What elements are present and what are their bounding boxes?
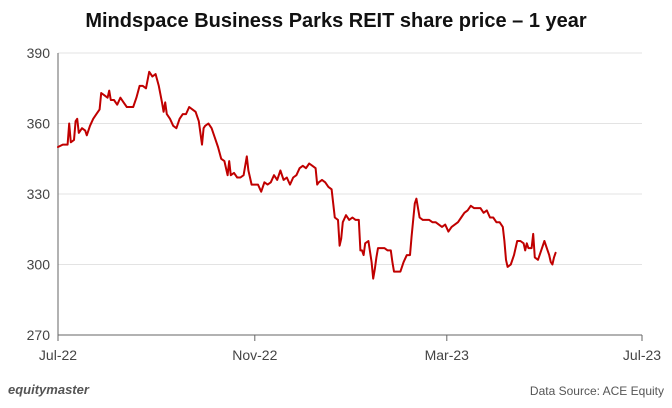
- brand-logo: equitymaster: [8, 382, 89, 397]
- y-tick-label: 390: [27, 45, 51, 61]
- series-line: [57, 70, 557, 280]
- x-tick-label: Mar-23: [425, 347, 470, 363]
- x-axis: Jul-22 Nov-22 Mar-23 Jul-23: [39, 334, 661, 363]
- chart-title: Mindspace Business Parks REIT share pric…: [85, 10, 587, 32]
- gridlines: [58, 52, 642, 265]
- y-tick-label: 300: [27, 257, 51, 273]
- series-group: [57, 70, 557, 280]
- y-tick-label: 270: [27, 327, 51, 343]
- x-tick-label: Nov-22: [232, 347, 277, 363]
- x-tick-label: Jul-23: [623, 347, 661, 363]
- x-tick-label: Jul-22: [39, 347, 77, 363]
- y-tick-label: 330: [27, 186, 51, 202]
- y-axis: 270 300 330 360 390: [27, 45, 59, 343]
- data-source: Data Source: ACE Equity: [529, 384, 664, 398]
- y-tick-label: 360: [27, 116, 51, 132]
